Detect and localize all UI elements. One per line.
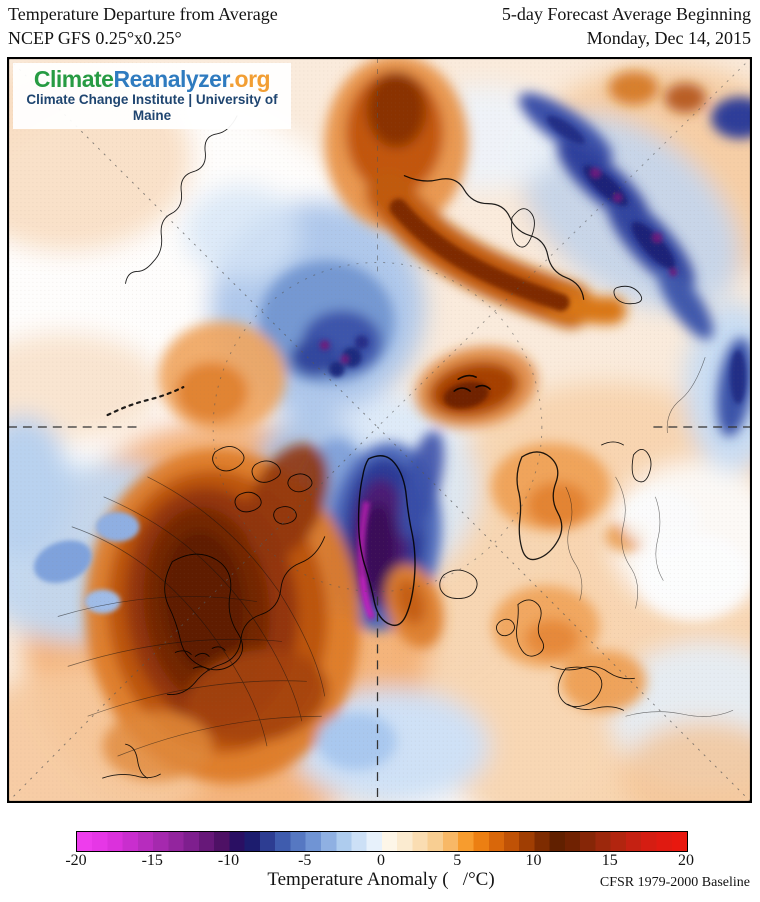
title-model: NCEP GFS 0.25°x0.25° (8, 28, 182, 48)
logo-part-org: .org (228, 66, 271, 92)
colorbar (76, 831, 688, 852)
colorbar-ticks: -20 -15 -10 -5 0 5 10 15 20 (65, 852, 694, 872)
colorbar-tick: 10 (525, 852, 542, 869)
anomaly-map: ClimateReanalyzer.org Climate Change Ins… (7, 57, 752, 803)
title-forecast-date: Monday, Dec 14, 2015 (586, 28, 751, 48)
colorbar-tick: -5 (298, 852, 312, 869)
state-borders (57, 476, 326, 757)
baseline-note: CFSR 1979-2000 Baseline (599, 875, 750, 890)
colorbar-tick: -20 (65, 852, 87, 869)
colorbar-tick: 20 (678, 852, 694, 869)
colorbar-tick: 5 (453, 852, 462, 869)
title-forecast-period: 5-day Forecast Average Beginning (501, 4, 751, 24)
logo-part-climate: Climate (33, 66, 114, 92)
logo-title[interactable]: ClimateReanalyzer.org (13, 66, 291, 92)
logo-part-reanalyzer: Reanalyzer (113, 66, 229, 92)
title-variable: Temperature Departure from Average (8, 4, 278, 24)
climate-reanalyzer-logo[interactable]: ClimateReanalyzer.org Climate Change Ins… (13, 63, 291, 129)
colorbar-tick: -10 (217, 852, 240, 869)
logo-subtitle: Climate Change Institute | University of… (26, 92, 278, 123)
colorbar-tick: 15 (601, 852, 618, 869)
colorbar-tick: -15 (141, 852, 163, 869)
map-title-left: Temperature Departure from Average NCEP … (8, 2, 278, 50)
coastlines (102, 115, 652, 779)
colorbar-tick: 0 (377, 852, 385, 869)
graticule (8, 58, 751, 802)
country-borders (565, 357, 734, 717)
map-title-right: 5-day Forecast Average Beginning Monday,… (502, 2, 751, 50)
anomaly-map-svg (8, 58, 751, 802)
colorbar-label: Temperature Anomaly ( /°C) (267, 869, 495, 890)
